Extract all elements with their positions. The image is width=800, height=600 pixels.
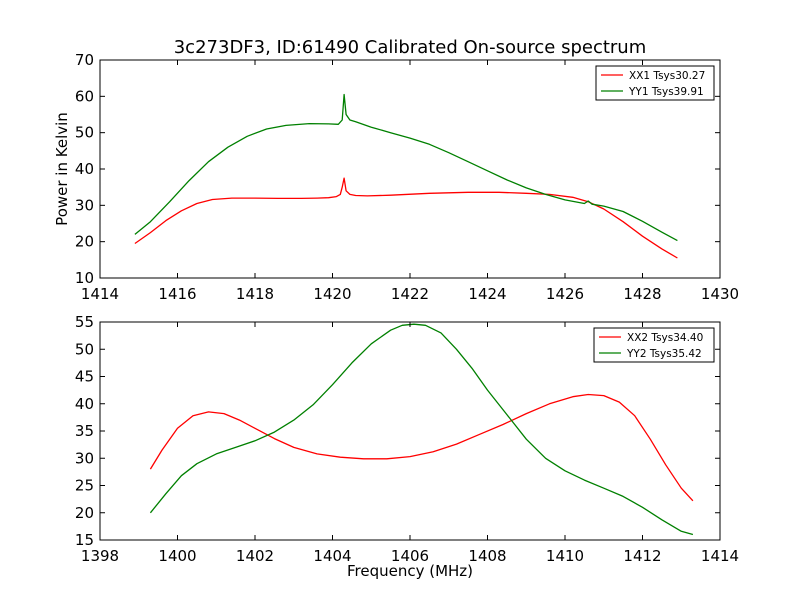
x-tick-label: 1430 [701,285,739,303]
y-tick-label: 70 [75,51,94,69]
y-tick-label: 35 [75,422,94,440]
y-tick-label: 25 [75,477,94,495]
legend: XX1 Tsys30.27 YY1 Tsys39.91 [595,65,715,101]
x-tick-label: 1398 [81,547,119,565]
x-tick-label: 1426 [546,285,584,303]
x-tick-label: 1416 [158,285,196,303]
x-tick-label: 1402 [236,547,274,565]
legend-box [593,327,715,363]
y-tick-label: 30 [75,449,94,467]
chart-panel-1: 1414 1416 1418 1420 1422 1424 1426 1428 1430 10 20… [53,51,739,303]
series-line-1-1 [134,177,678,259]
x-tick-label: 1414 [701,547,739,565]
legend-box [595,65,715,101]
x-tick-label: 1420 [313,285,351,303]
y-tick-label: 40 [75,395,94,413]
x-tick-label: 1414 [81,285,119,303]
legend: XX2 Tsys34.40 YY2 Tsys35.42 [593,327,715,363]
x-tick-label: 1404 [313,547,351,565]
x-tick-label: 1418 [236,285,274,303]
x-tick-label: 1412 [623,547,661,565]
series-line-2-1 [149,393,694,502]
series-line-1-2 [134,93,678,242]
y-tick-label: 50 [75,340,94,358]
x-tick-label: 1408 [468,547,506,565]
y-tick-label: 20 [75,504,94,522]
legend-entry: YY2 Tsys35.42 [626,348,702,360]
x-tick-label: 1422 [391,285,429,303]
y-tick-label: 15 [75,531,94,549]
legend-entry: YY1 Tsys39.91 [628,86,704,98]
chart-panels: 1414 1416 1418 1420 1422 1424 1426 1428 1430 10 20… [53,51,739,580]
y-tick-label: 20 [75,233,94,251]
y-tick-label: 60 [75,87,94,105]
x-tick-label: 1428 [623,285,661,303]
legend-entry: XX2 Tsys34.40 [627,332,703,344]
legend-entry: XX1 Tsys30.27 [629,70,705,82]
x-tick-label: 1400 [158,547,196,565]
x-tick-label: 1406 [391,547,429,565]
y-tick-label: 10 [75,269,94,287]
y-tick-label: 40 [75,160,94,178]
chart-panel-2: 1398 1400 1402 1404 1406 1408 1410 1412 1414 15 20… [75,313,739,580]
y-tick-label: 45 [75,368,94,386]
x-axis-label: Frequency (MHz) [347,562,473,580]
series-line-2-2 [149,323,694,536]
x-tick-label: 1424 [468,285,506,303]
x-tick-label: 1410 [546,547,584,565]
y-axis-label: Power in Kelvin [53,112,71,226]
figure-title: 3c273DF3, ID:61490 Calibrated On-source … [174,37,647,58]
y-tick-label: 50 [75,124,94,142]
y-tick-label: 55 [75,313,94,331]
y-tick-label: 30 [75,196,94,214]
